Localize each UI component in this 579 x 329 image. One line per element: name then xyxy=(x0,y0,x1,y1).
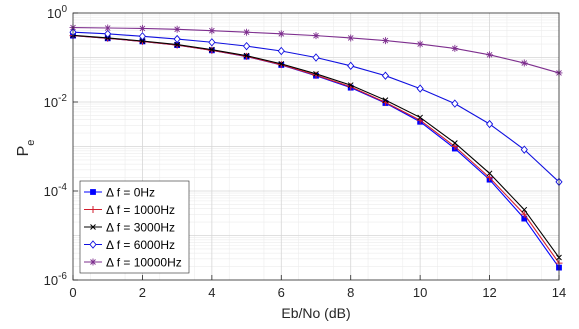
y-tick-exponent: -6 xyxy=(58,271,67,282)
legend-label: Δ f = 3000Hz xyxy=(106,221,175,235)
series-5 xyxy=(69,24,563,77)
legend-swatch-marker xyxy=(90,189,96,195)
data-point xyxy=(313,70,319,77)
legend-swatch-marker xyxy=(89,206,97,213)
legend-swatch-marker xyxy=(90,224,96,230)
y-tick-base: 10 xyxy=(44,95,58,110)
y-tick-base: 10 xyxy=(44,273,58,288)
x-tick-label: 2 xyxy=(139,285,146,300)
data-point xyxy=(520,145,528,154)
data-point xyxy=(451,99,459,108)
data-point xyxy=(451,44,459,52)
data-point xyxy=(209,46,215,53)
data-point xyxy=(104,29,112,39)
x-axis-label: Eb/No (dB) xyxy=(281,305,350,321)
data-point xyxy=(242,41,251,51)
legend-swatch-marker xyxy=(89,240,97,249)
data-point xyxy=(173,34,181,44)
data-point xyxy=(347,61,355,71)
plot-frame xyxy=(72,12,560,281)
legend-label: Δ f = 6000Hz xyxy=(106,238,175,252)
legend-swatch-marker xyxy=(89,258,97,266)
y-tick-base: 10 xyxy=(47,6,61,21)
x-tick-label: 8 xyxy=(347,285,354,300)
legend-label: Δ f = 0Hz xyxy=(106,186,155,200)
legend-label: Δ f = 10000Hz xyxy=(106,256,182,270)
data-point xyxy=(520,59,528,67)
series-layer xyxy=(69,24,563,271)
data-point xyxy=(486,170,493,177)
x-tick-label: 14 xyxy=(552,285,566,300)
data-point xyxy=(486,174,494,182)
y-tick-exponent: 0 xyxy=(61,4,67,15)
data-point xyxy=(138,32,147,41)
y-axis-label: Pe xyxy=(15,140,37,157)
data-point xyxy=(486,51,494,59)
data-point xyxy=(416,40,424,48)
data-point xyxy=(208,27,216,35)
legend-item: Δ f = 10000Hz xyxy=(84,256,182,270)
data-point xyxy=(312,53,320,62)
data-point xyxy=(312,71,320,79)
data-point xyxy=(104,24,112,32)
data-point xyxy=(277,30,285,38)
data-point xyxy=(520,210,528,218)
y-tick-label: 10-4 xyxy=(44,182,68,199)
legend-item: Δ f = 6000Hz xyxy=(84,238,175,252)
y-tick-exponent: -2 xyxy=(58,93,67,104)
data-point xyxy=(243,52,250,59)
y-tick-exponent: -4 xyxy=(58,182,67,193)
data-point xyxy=(451,143,459,150)
y-tick-label: 100 xyxy=(47,4,67,21)
y-axis-label-subscript: e xyxy=(25,140,37,146)
data-point xyxy=(347,34,355,42)
data-point xyxy=(347,82,354,88)
y-tick-label: 10-6 xyxy=(44,271,68,288)
series-4 xyxy=(69,28,563,187)
legend-item: Δ f = 3000Hz xyxy=(84,221,175,235)
data-point xyxy=(521,206,528,213)
data-point xyxy=(208,38,216,47)
x-tick-label: 4 xyxy=(208,285,215,300)
x-tick-label: 0 xyxy=(69,285,76,300)
data-point xyxy=(381,37,389,45)
data-point xyxy=(312,32,320,40)
legend: Δ f = 0Hz Δ f = 1000Hz Δ f = 3000Hz Δ f = 6… xyxy=(79,180,190,274)
data-point xyxy=(452,140,458,146)
y-axis-label-main: P xyxy=(15,146,32,157)
data-point xyxy=(278,60,285,67)
data-point xyxy=(243,28,251,36)
data-point xyxy=(138,24,146,32)
legend-label: Δ f = 1000Hz xyxy=(106,203,175,217)
x-tick-label: 10 xyxy=(413,285,427,300)
x-tick-label: 12 xyxy=(482,285,496,300)
data-point xyxy=(381,71,390,80)
y-tick-base: 10 xyxy=(44,184,58,199)
data-point xyxy=(277,46,285,56)
data-point xyxy=(417,114,423,121)
y-tick-label: 10-2 xyxy=(44,93,68,110)
data-point xyxy=(174,41,180,48)
legend-item: Δ f = 0Hz xyxy=(84,186,155,200)
data-point xyxy=(173,25,181,33)
legend-item: Δ f = 1000Hz xyxy=(84,203,175,217)
data-point xyxy=(139,38,146,44)
data-point xyxy=(485,119,494,129)
x-axis: 0 2 4 6 8 10 12 14 xyxy=(69,275,566,300)
data-point xyxy=(416,84,424,93)
data-point xyxy=(382,97,389,104)
x-tick-label: 6 xyxy=(278,285,285,300)
